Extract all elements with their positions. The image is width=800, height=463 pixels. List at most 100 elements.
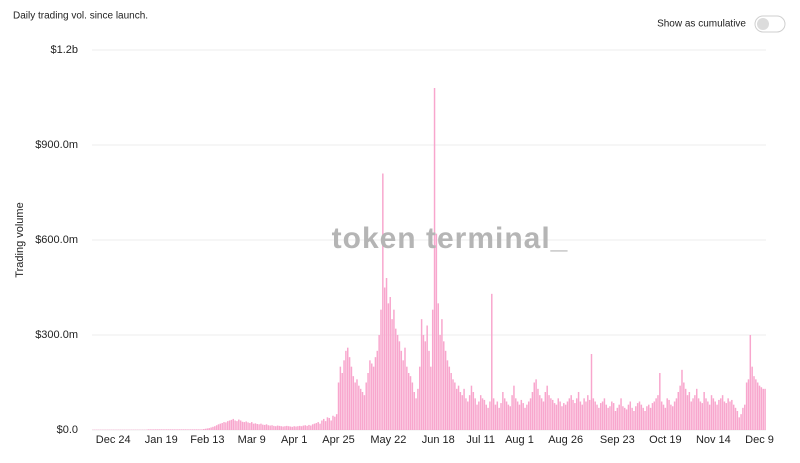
bar [202,429,205,430]
bar [494,404,497,430]
bar [635,406,637,430]
y-tick-label: $1.2b [50,44,78,56]
toggle-label: Show as cumulative [657,19,746,30]
x-tick-label: May 22 [370,434,406,446]
bar [319,423,321,430]
bar [260,423,262,430]
bar [389,297,391,430]
x-tick-label: Apr 1 [281,434,307,446]
bar [361,392,364,430]
bar [481,398,484,430]
bar [758,385,761,430]
x-tick-label: Dec 9 [745,434,774,446]
bar [696,388,698,430]
bar [629,401,632,430]
bar [263,424,266,430]
bar [476,404,478,430]
bar [720,398,722,430]
bar [223,422,225,430]
bar [598,407,600,430]
bar [461,395,463,430]
bar [311,424,314,430]
bar [760,387,763,430]
bar [177,429,179,430]
bar [644,411,646,430]
bar [631,407,633,430]
bar [158,429,161,430]
bar [744,404,746,430]
bar [705,398,707,430]
bar [692,398,694,430]
bar [243,422,246,430]
bar [180,429,183,430]
bar [723,401,726,430]
bar [487,407,489,430]
bar [369,360,371,430]
y-tick-label: $600.0m [35,234,78,246]
x-tick-label: Jun 18 [422,434,455,446]
x-tick-label: Jan 19 [145,434,178,446]
bar [531,392,534,430]
bar [182,429,185,430]
bar [393,309,395,430]
bar [280,426,283,430]
y-tick-label: $300.0m [35,329,78,341]
bar [431,309,434,430]
bar [642,407,644,430]
toggle-knob[interactable] [757,18,769,30]
bar [356,379,358,430]
bar [306,425,308,430]
bar [214,426,216,430]
bar [156,429,159,430]
bar [583,398,585,430]
bar [284,426,286,430]
bar [727,398,729,430]
bar [365,382,367,430]
bar [151,429,153,430]
x-tick-label: Apr 25 [322,434,354,446]
bar [435,233,438,430]
x-tick-label: Aug 26 [548,434,583,446]
bar [247,422,249,430]
bar [677,392,680,430]
bar [550,398,552,430]
bar [581,404,584,430]
bar [575,398,578,430]
bar [740,414,742,430]
bar [291,426,294,430]
bar [555,404,558,430]
bar [614,411,617,430]
bar [544,392,547,430]
bar [175,429,177,430]
bar [426,325,428,430]
bar [657,395,659,430]
bar [169,429,172,430]
bar [252,423,255,430]
bar [498,407,500,430]
bar [563,403,565,430]
bar [522,403,524,430]
chart-title: Daily trading vol. since launch. [13,11,148,22]
bar [178,429,181,430]
bar [559,401,561,430]
bar [572,399,574,430]
bar [225,422,227,430]
bar [503,398,506,430]
bar [749,335,752,430]
bar [745,382,748,430]
bar [439,335,441,430]
bar [729,401,731,430]
bar [694,395,696,430]
bar [660,401,663,430]
cumulative-toggle[interactable] [754,15,786,33]
bar [651,403,654,430]
bar [596,404,598,430]
bar [162,429,164,430]
bar [341,373,343,430]
bar [548,395,550,430]
bar [299,425,301,430]
bar [378,335,380,430]
bar [483,399,486,430]
bar [755,379,757,430]
bar [601,401,604,430]
